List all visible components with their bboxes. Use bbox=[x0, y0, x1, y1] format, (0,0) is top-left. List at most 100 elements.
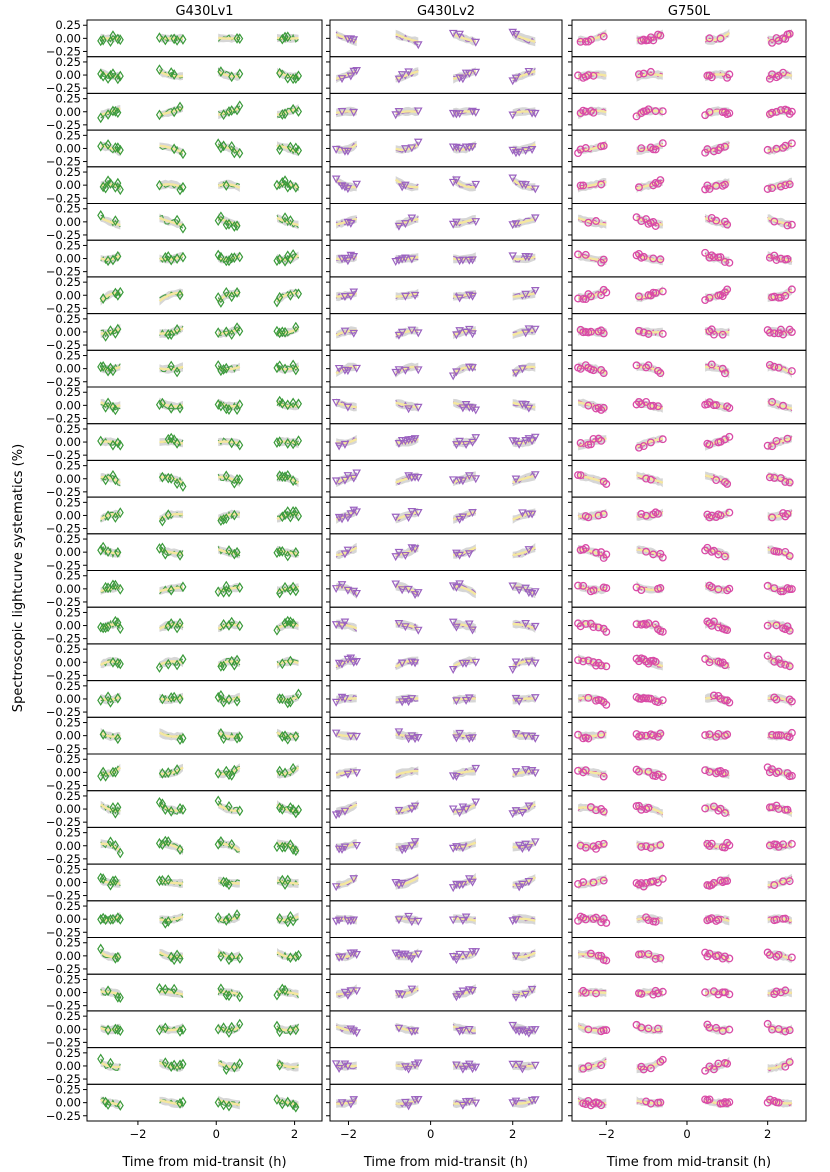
data-point bbox=[289, 506, 297, 517]
data-point bbox=[576, 439, 585, 447]
data-point bbox=[768, 442, 777, 451]
data-point bbox=[468, 626, 477, 635]
data-point bbox=[167, 692, 175, 703]
data-point bbox=[278, 841, 286, 853]
y-tick-label: 0.25 bbox=[55, 202, 81, 216]
data-point bbox=[452, 583, 461, 592]
data-point bbox=[455, 580, 464, 589]
data-point bbox=[720, 180, 729, 189]
data-point bbox=[527, 510, 537, 519]
data-point bbox=[337, 622, 347, 631]
y-tick-label: 0.00 bbox=[55, 141, 81, 155]
systematics-model-line bbox=[217, 766, 241, 776]
data-point bbox=[701, 766, 710, 775]
data-point bbox=[284, 1096, 292, 1108]
data-point bbox=[167, 360, 175, 372]
data-point bbox=[273, 1020, 281, 1032]
data-point bbox=[599, 255, 608, 264]
data-point bbox=[394, 75, 404, 84]
data-point bbox=[468, 438, 477, 447]
data-point bbox=[281, 581, 289, 593]
data-point bbox=[637, 217, 646, 226]
panel-g750l: G750L −2 0 2 Time from mid-transit (h) bbox=[568, 4, 807, 1170]
data-point bbox=[228, 838, 236, 850]
y-tick-label: 0.25 bbox=[55, 862, 81, 876]
data-point bbox=[155, 983, 163, 994]
data-point bbox=[511, 658, 521, 667]
data-point bbox=[176, 1098, 184, 1109]
data-point bbox=[468, 1065, 477, 1074]
data-point bbox=[599, 1026, 608, 1035]
y-tick-label: 0.00 bbox=[55, 105, 81, 119]
data-point bbox=[278, 397, 286, 409]
data-point bbox=[592, 548, 600, 557]
data-point bbox=[720, 478, 729, 487]
data-point bbox=[637, 144, 646, 153]
systematics-model-line bbox=[159, 1098, 184, 1106]
data-point bbox=[712, 216, 721, 225]
y-tick-label: −0.25 bbox=[46, 448, 81, 462]
data-point bbox=[524, 658, 534, 667]
x-tick-label: 2 bbox=[764, 1127, 771, 1141]
data-point bbox=[176, 617, 184, 629]
systematics-model-line bbox=[276, 1061, 299, 1069]
data-point bbox=[527, 732, 537, 741]
data-point bbox=[413, 626, 423, 635]
data-point bbox=[785, 733, 794, 742]
data-point bbox=[340, 550, 350, 559]
data-point bbox=[709, 691, 718, 700]
data-point bbox=[111, 1023, 119, 1035]
data-point bbox=[471, 68, 481, 77]
data-point bbox=[763, 185, 772, 193]
data-point bbox=[230, 221, 238, 232]
systematics-model-line bbox=[512, 217, 536, 226]
data-point bbox=[289, 438, 297, 450]
y-tick-label: 0.25 bbox=[55, 238, 81, 252]
subplot-row-15: 0.250.00−0.25 bbox=[46, 532, 323, 572]
data-point bbox=[179, 732, 187, 744]
subplot-row-2 bbox=[568, 56, 807, 94]
data-point bbox=[352, 67, 361, 75]
x-tick-label: −2 bbox=[598, 1127, 615, 1141]
data-point bbox=[401, 1063, 410, 1072]
data-point bbox=[170, 106, 178, 118]
data-point bbox=[230, 147, 238, 159]
y-tick-label: 0.00 bbox=[55, 729, 81, 743]
data-point bbox=[707, 839, 716, 848]
data-point bbox=[518, 845, 527, 853]
panel-g430lv2: G430Lv2 −2 0 2 Time from mid-transit (h) bbox=[326, 4, 563, 1170]
y-tick-label: 0.00 bbox=[55, 582, 81, 596]
data-point bbox=[102, 581, 110, 593]
data-point bbox=[222, 180, 230, 191]
data-point bbox=[97, 914, 105, 925]
data-point bbox=[465, 1097, 474, 1106]
data-point bbox=[340, 476, 350, 485]
data-point bbox=[179, 148, 187, 160]
data-point bbox=[164, 509, 172, 521]
data-point bbox=[114, 547, 122, 558]
data-point bbox=[225, 218, 233, 230]
data-point bbox=[116, 34, 124, 46]
subplot-row-12 bbox=[326, 423, 563, 461]
data-point bbox=[589, 71, 598, 80]
data-point bbox=[349, 587, 359, 596]
data-point bbox=[518, 880, 527, 889]
data-point bbox=[397, 183, 407, 192]
data-point bbox=[779, 143, 788, 152]
subplot-row-1 bbox=[326, 19, 563, 58]
data-point bbox=[111, 952, 119, 964]
systematics-model-line bbox=[512, 622, 536, 630]
data-point bbox=[225, 619, 233, 631]
data-point bbox=[292, 807, 300, 819]
data-point bbox=[468, 292, 477, 301]
data-point bbox=[720, 988, 729, 997]
data-point bbox=[343, 546, 353, 555]
systematics-model-line bbox=[453, 841, 477, 849]
subplot-row-25 bbox=[326, 900, 563, 938]
data-point bbox=[707, 73, 716, 82]
data-point bbox=[531, 694, 540, 703]
data-point bbox=[278, 545, 286, 557]
data-point bbox=[352, 987, 361, 996]
data-point bbox=[276, 291, 284, 303]
data-point bbox=[770, 584, 779, 593]
